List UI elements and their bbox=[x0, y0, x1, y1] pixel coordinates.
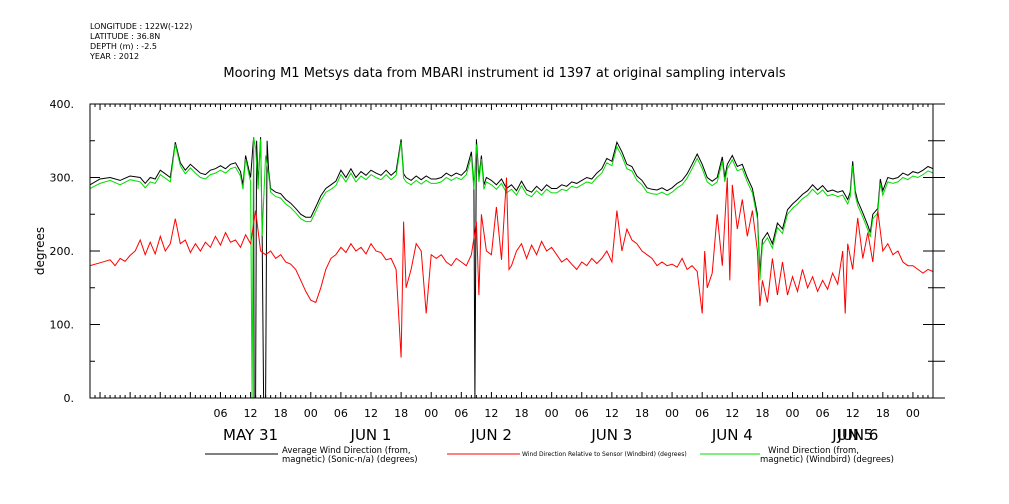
x-tick-label-2: 18 bbox=[274, 407, 288, 420]
day-label-0: MAY 31 bbox=[223, 426, 278, 444]
x-tick-label-4: 06 bbox=[334, 407, 348, 420]
chart-title: Mooring M1 Metsys data from MBARI instru… bbox=[223, 66, 786, 81]
x-tick-label-14: 18 bbox=[635, 407, 649, 420]
day-label-2: JUN 2 bbox=[470, 426, 512, 444]
depth-label: DEPTH (m) : -2.5 bbox=[90, 42, 157, 51]
x-tick-label-20: 06 bbox=[816, 407, 830, 420]
x-tick-label-17: 12 bbox=[725, 407, 739, 420]
y-tick-label-4: 400. bbox=[50, 98, 75, 111]
x-tick-label-12: 06 bbox=[575, 407, 589, 420]
x-tick-label-9: 12 bbox=[484, 407, 498, 420]
legend-label-1-0: Wind Direction Relative to Sensor (Windb… bbox=[522, 451, 687, 458]
x-tick-label-5: 12 bbox=[364, 407, 378, 420]
metadata-block: LONGITUDE : 122W(-122) LATITUDE : 36.8N … bbox=[90, 22, 192, 62]
x-tick-label-19: 00 bbox=[786, 407, 800, 420]
day-label-1: JUN 1 bbox=[350, 426, 392, 444]
day-label-4: JUN 4 bbox=[711, 426, 753, 444]
x-tick-label-22: 18 bbox=[876, 407, 890, 420]
y-tick-label-3: 300. bbox=[50, 172, 75, 185]
latitude-label: LATITUDE : 36.8N bbox=[90, 32, 161, 41]
x-tick-label-1: 12 bbox=[244, 407, 258, 420]
y-tick-label-1: 100. bbox=[50, 319, 75, 332]
legend-label-2-0: Wind Direction (from, bbox=[768, 446, 859, 456]
y-axis-label: degrees bbox=[33, 227, 47, 275]
x-tick-label-8: 06 bbox=[454, 407, 468, 420]
day-label-5: JUN 5 bbox=[831, 426, 873, 444]
legend-label-0-0: Average Wind Direction (from, bbox=[282, 446, 411, 456]
y-tick-label-0: 0. bbox=[64, 392, 75, 405]
x-tick-label-0: 06 bbox=[213, 407, 227, 420]
day-label-6: JUN 6 bbox=[837, 426, 879, 444]
legend-label-2-1: magnetic) (Windbird) (degrees) bbox=[760, 455, 894, 465]
x-tick-label-16: 06 bbox=[695, 407, 709, 420]
legend-label-0-1: magnetic) (Sonic-n/a) (degrees) bbox=[282, 455, 418, 465]
series-line-1 bbox=[90, 177, 933, 358]
y-tick-label-2: 200. bbox=[50, 245, 75, 258]
day-label-3: JUN 3 bbox=[590, 426, 632, 444]
x-tick-label-13: 12 bbox=[605, 407, 619, 420]
x-tick-label-18: 18 bbox=[755, 407, 769, 420]
x-tick-label-21: 12 bbox=[846, 407, 860, 420]
x-tick-label-23: 00 bbox=[906, 407, 920, 420]
series-line-0 bbox=[90, 137, 933, 398]
year-label: YEAR : 2012 bbox=[90, 52, 140, 61]
x-tick-label-3: 00 bbox=[304, 407, 318, 420]
plot-frame bbox=[89, 103, 934, 399]
longitude-label: LONGITUDE : 122W(-122) bbox=[90, 22, 193, 31]
x-tick-label-7: 00 bbox=[424, 407, 438, 420]
x-tick-label-6: 18 bbox=[394, 407, 408, 420]
series-line-2 bbox=[90, 137, 933, 398]
x-tick-label-10: 18 bbox=[515, 407, 529, 420]
x-tick-label-15: 00 bbox=[665, 407, 679, 420]
x-tick-label-11: 00 bbox=[545, 407, 559, 420]
